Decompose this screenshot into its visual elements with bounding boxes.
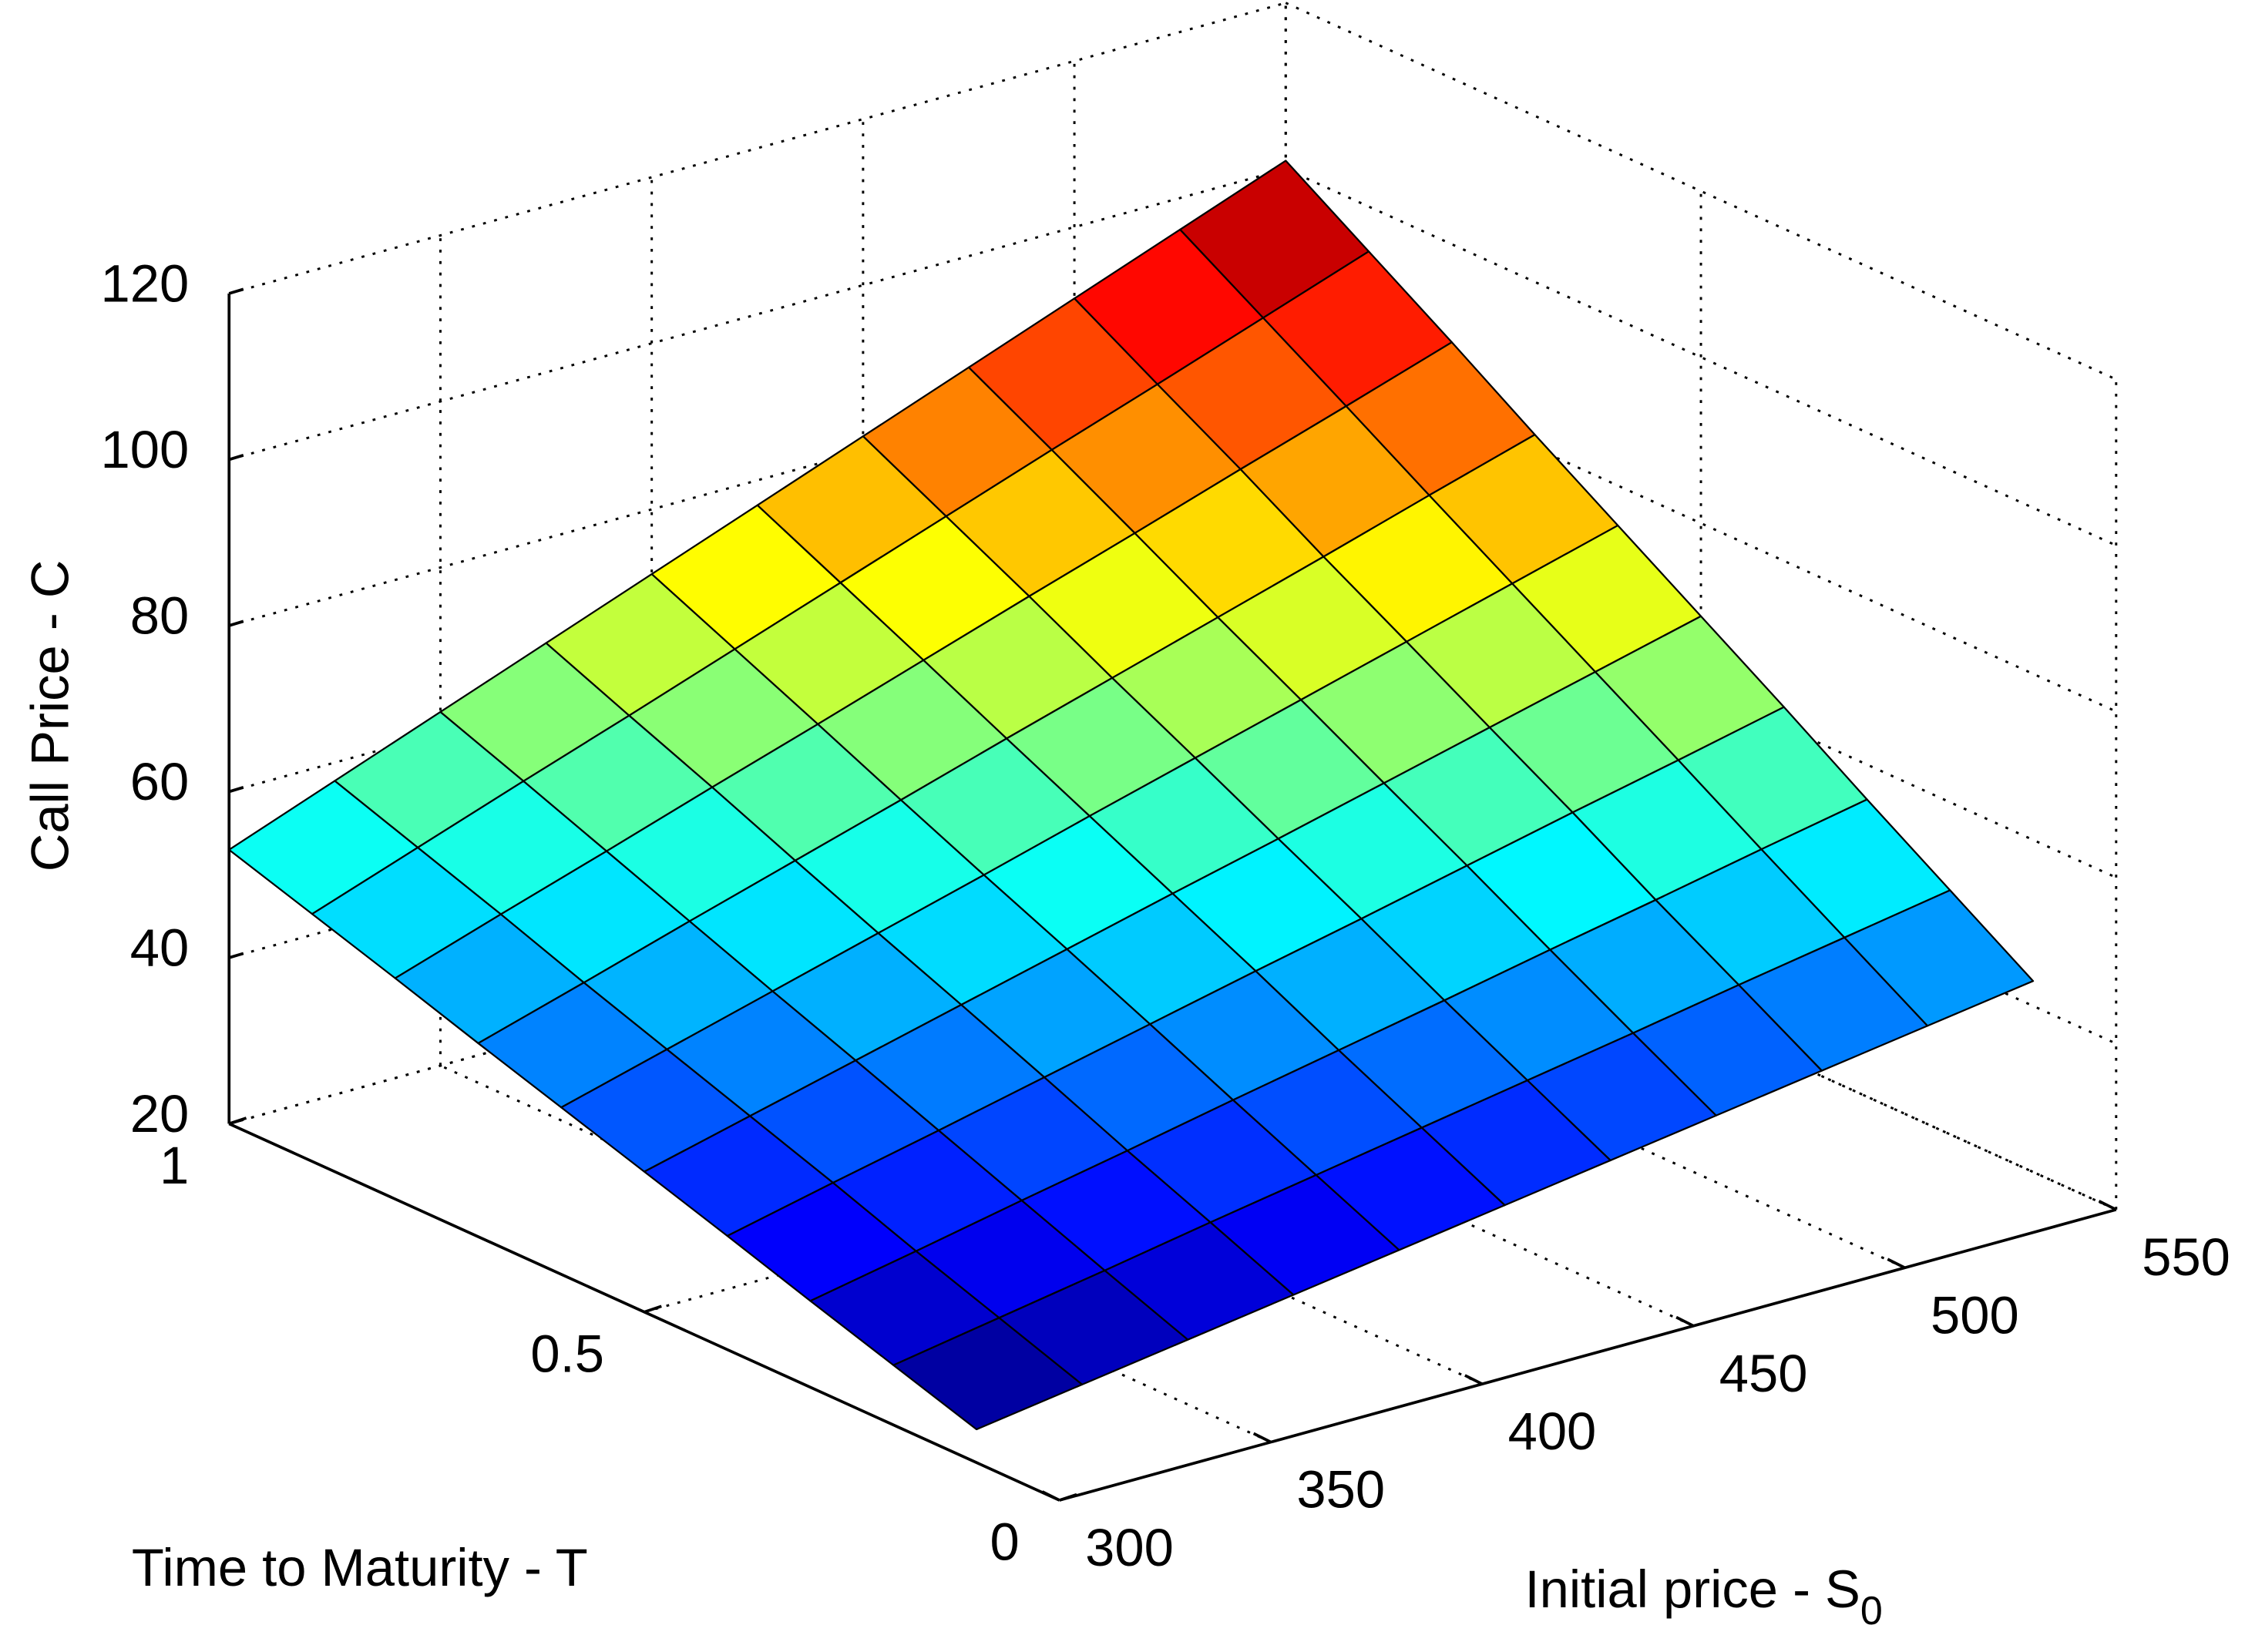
x-tick-label: 350	[1296, 1460, 1385, 1519]
x-tick-label: 500	[1931, 1285, 2019, 1345]
x-axis-label: Initial price - S0	[1525, 1560, 1883, 1634]
z-tick-mark	[228, 952, 244, 959]
x-tick-label: 400	[1508, 1402, 1597, 1461]
x-axis-label-main: Initial price - S	[1525, 1560, 1860, 1619]
y-tick-label: 1	[160, 1136, 189, 1195]
x-axis-line	[1059, 1208, 2117, 1502]
x-tick-mark	[1464, 1374, 1484, 1385]
y-tick-mark	[644, 1304, 662, 1314]
y-tick-label: 0.5	[530, 1324, 604, 1383]
y-tick-mark	[228, 1116, 247, 1126]
z-tick-label: 20	[130, 1084, 189, 1143]
x-tick-mark	[1675, 1315, 1695, 1328]
y-axis-label: Time to Maturity - T	[132, 1538, 588, 1597]
z-tick-label: 120	[101, 254, 190, 314]
z-tick-label: 40	[130, 918, 189, 978]
x-tick-label: 450	[1719, 1344, 1808, 1403]
z-tick-mark	[228, 454, 244, 462]
axes: 20 40 60 80 100 120 0 0.5 1 300 350 400 450 500 550	[101, 254, 2230, 1577]
z-tick-label: 60	[130, 752, 189, 811]
z-tick-mark	[228, 287, 244, 295]
x-tick-mark	[1252, 1432, 1272, 1444]
x-axis-label-subscript: 0	[1860, 1589, 1883, 1634]
surface	[228, 159, 2035, 1431]
z-tick-label: 100	[101, 420, 190, 479]
x-tick-label: 550	[2142, 1227, 2230, 1287]
z-axis-label: Call Price - C	[21, 560, 80, 872]
surface-patch	[892, 1317, 1084, 1431]
z-tick-mark	[228, 620, 244, 627]
z-tick-label: 80	[130, 586, 189, 646]
x-tick-mark	[2098, 1200, 2117, 1211]
y-tick-mark	[1059, 1493, 1077, 1502]
y-tick-label: 0	[990, 1513, 1020, 1572]
x-tick-mark	[1887, 1257, 1906, 1269]
x-tick-label: 300	[1085, 1518, 1174, 1577]
z-tick-mark	[228, 786, 244, 794]
grid-line	[228, 2, 1286, 295]
x-tick-mark	[1041, 1490, 1060, 1502]
